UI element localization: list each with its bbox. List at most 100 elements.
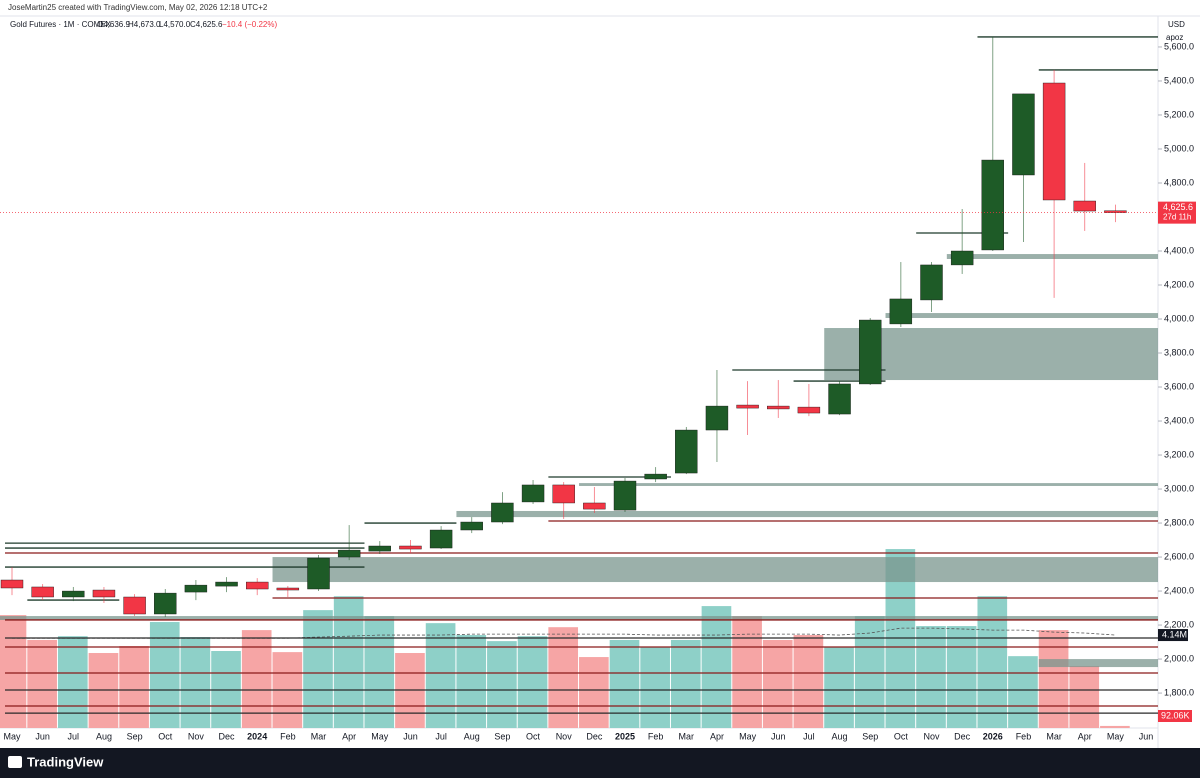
last-price-label: 4,625.6: [1163, 202, 1193, 212]
candle-body: [337, 549, 361, 558]
x-tick-label: 2024: [247, 731, 267, 741]
candle-body: [950, 250, 974, 266]
candle-body: [92, 589, 116, 598]
candle-body: [123, 596, 146, 615]
x-tick-label: May: [371, 731, 389, 741]
volume-last-box: [1158, 710, 1192, 722]
volume-bar: [977, 596, 1008, 728]
candle-body: [613, 480, 637, 511]
y-tick-label: 2,000.0: [1164, 653, 1194, 663]
y-tick-label: 4,200.0: [1164, 279, 1194, 289]
x-tick-label: Oct: [894, 731, 909, 741]
candle-body: [644, 473, 667, 480]
volume-bar: [27, 639, 57, 728]
candle-body: [1042, 82, 1066, 201]
plot-area: 1,800.0 2,000.0 2,200.0 2,400.0 2,600.0 2,800…: [0, 36, 1196, 741]
volume-bar: [854, 616, 885, 728]
x-tick-label: Jun: [403, 731, 418, 741]
x-tick-label: Aug: [832, 731, 848, 741]
candle-body: [184, 584, 208, 593]
x-tick-label: Feb: [648, 731, 664, 741]
x-tick-label: Mar: [311, 731, 327, 741]
legend-close: C4,625.6: [190, 20, 223, 29]
zone: [579, 483, 1158, 486]
x-tick-label: Apr: [342, 731, 356, 741]
y-tick-label: 5,400.0: [1164, 75, 1194, 85]
legend-open: O4,636.9: [97, 20, 130, 29]
y-tick-label: 2,800.0: [1164, 517, 1194, 527]
volume-bar: [303, 610, 333, 728]
y-tick-label: 3,200.0: [1164, 449, 1194, 459]
volume-bar: [1008, 656, 1038, 728]
volume-bar: [1069, 666, 1100, 728]
volume-bar: [824, 647, 854, 728]
volume-ma: [12, 627, 1116, 639]
y-tick-label: 3,600.0: [1164, 381, 1194, 391]
x-tick-label: Nov: [556, 731, 573, 741]
candle-body: [981, 159, 1004, 251]
y-tick-label: 2,400.0: [1164, 585, 1194, 595]
volume-ma-label: 4.14M: [1162, 629, 1187, 639]
volume-bar: [57, 636, 88, 728]
currency: USD: [1168, 20, 1185, 29]
x-tick-label: Nov: [188, 731, 205, 741]
legend-change: −10.4 (−0.22%): [222, 20, 277, 29]
volume-bar: [916, 626, 946, 728]
x-tick-label: Jun: [35, 731, 50, 741]
candle-body: [154, 592, 177, 615]
volume-bar: [333, 596, 364, 728]
volume-bar: [487, 641, 517, 728]
candle-body: [1012, 93, 1035, 176]
x-tick-label: Sep: [862, 731, 878, 741]
x-tick-label: Jul: [435, 731, 447, 741]
candle-body: [399, 545, 422, 550]
volume-bar: [701, 606, 732, 728]
y-tick-label: 1,800.0: [1164, 687, 1194, 697]
legend-high: H4,673.0: [128, 20, 161, 29]
candle-body: [552, 484, 575, 504]
volume-bar: [119, 646, 149, 728]
volume-last-label: 92.06K: [1161, 710, 1190, 720]
volume-bar: [670, 639, 701, 728]
zone: [456, 510, 1158, 518]
volume-bar: [579, 657, 609, 728]
candle-body: [307, 557, 330, 590]
x-tick-label: Dec: [586, 731, 603, 741]
axis-button[interactable]: apoz: [1166, 33, 1183, 42]
zone: [885, 313, 1158, 318]
x-tick-label: Jun: [1139, 731, 1154, 741]
candle-body: [31, 586, 54, 598]
x-tick-label: 2026: [983, 731, 1003, 741]
volume-bar: [946, 626, 977, 728]
x-tick-label: Jun: [771, 731, 786, 741]
x-tick-label: Nov: [923, 731, 940, 741]
y-tick-label: 3,400.0: [1164, 415, 1194, 425]
y-tick-label: 5,600.0: [1164, 41, 1194, 51]
candle-body: [276, 587, 300, 591]
zone: [1038, 659, 1158, 668]
x-tick-label: Sep: [127, 731, 143, 741]
volume-bar: [364, 616, 395, 728]
candle-body: [491, 502, 514, 523]
x-tick-label: Dec: [954, 731, 971, 741]
y-tick-label: 4,800.0: [1164, 177, 1194, 187]
volume-bar: [640, 647, 670, 728]
candle-body: [1104, 210, 1127, 213]
candle-body: [920, 264, 943, 301]
x-tick-label: Oct: [526, 731, 541, 741]
candle-body: [583, 502, 606, 510]
x-tick-label: 2025: [615, 731, 635, 741]
attribution: JoseMartin25 created with TradingView.co…: [8, 3, 268, 12]
volume-bar: [732, 616, 762, 728]
x-tick-label: Mar: [1046, 731, 1062, 741]
candle-body: [215, 581, 238, 587]
x-tick-label: Feb: [1016, 731, 1032, 741]
volume-bar: [425, 623, 456, 728]
y-tick-label: 3,800.0: [1164, 347, 1194, 357]
candle-body: [521, 484, 545, 503]
brand: TradingView: [27, 754, 104, 769]
zone: [946, 254, 1158, 259]
candle-body: [460, 521, 483, 531]
legend-low: L4,570.0: [159, 20, 191, 29]
